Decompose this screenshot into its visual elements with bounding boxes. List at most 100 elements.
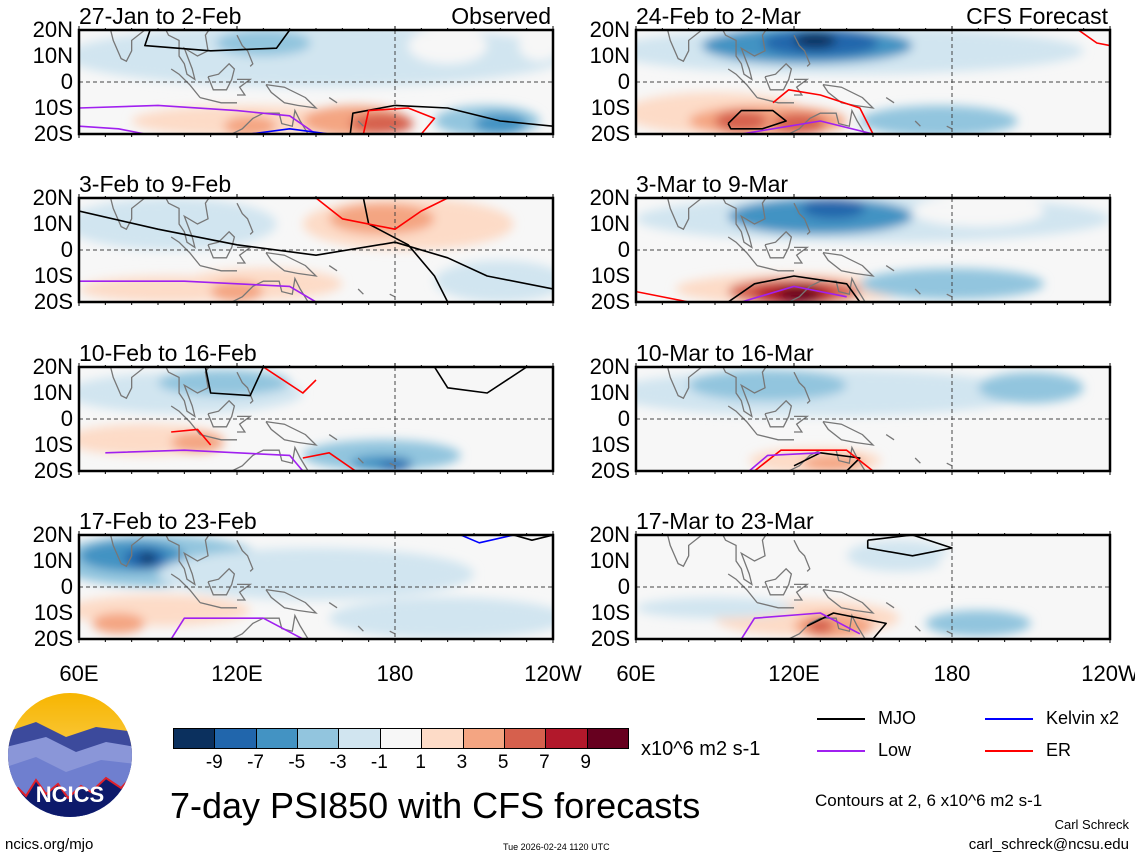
anomaly-region [772, 113, 826, 134]
coastline [207, 567, 236, 596]
coastline [946, 293, 953, 298]
coastline [946, 125, 953, 130]
coastline [199, 601, 237, 609]
lat-label: 20N [589, 17, 630, 42]
anomaly-region [79, 198, 277, 250]
coastline [885, 97, 895, 104]
legend-label-kelvin: Kelvin x2 [1046, 708, 1120, 728]
colorbar-label: 7 [539, 752, 550, 773]
coastline [236, 202, 254, 235]
coastline [727, 236, 758, 267]
coastline [666, 198, 704, 231]
lon-label-left-120e: 120E [211, 661, 263, 686]
panel-tag: Observed [451, 3, 551, 29]
lat-label: 20N [589, 185, 630, 210]
legend-line-er [985, 750, 1033, 752]
coastline [237, 415, 253, 433]
coastline [328, 97, 338, 104]
coastline [357, 625, 364, 632]
coastline [109, 30, 147, 63]
coastline [885, 265, 895, 272]
colorbar-swatch [504, 729, 547, 748]
source-url[interactable]: ncics.org/mjo [5, 836, 94, 853]
coastline [722, 30, 767, 81]
coastline [165, 367, 210, 418]
logo-text: NCICS [36, 782, 104, 807]
contour-er [171, 428, 212, 446]
coastline [946, 462, 953, 467]
contour-mjo [727, 109, 787, 130]
contour-er [362, 107, 436, 134]
lat-label: 0 [60, 406, 73, 431]
contour-mjo [433, 367, 528, 394]
anomaly-region [139, 553, 156, 564]
anomaly-region [801, 198, 866, 219]
map-panel [634, 194, 1112, 306]
lon-label-left-60e: 60E [59, 661, 99, 686]
coastline [265, 251, 318, 277]
coastline [230, 445, 309, 471]
lat-label: 0 [617, 574, 630, 599]
lat-label: 10N [32, 43, 73, 68]
coastline [756, 96, 794, 104]
coastline [357, 120, 364, 127]
coastline [885, 434, 895, 441]
coastline [109, 535, 147, 568]
colorbar-swatch [422, 729, 464, 748]
coastline [199, 433, 237, 441]
map-panel [77, 363, 555, 475]
coastline [722, 535, 767, 586]
coastline [727, 405, 758, 436]
coastline [794, 78, 810, 96]
coastline [756, 433, 794, 441]
contour-mjo [349, 104, 553, 134]
map-panel [77, 26, 555, 138]
coastline [885, 602, 895, 609]
coastline [199, 96, 237, 104]
coastline [265, 420, 318, 446]
legend-label-mjo: MJO [878, 708, 916, 728]
coastline [170, 236, 201, 267]
anomaly-region [158, 548, 474, 600]
lat-label: 10N [32, 548, 73, 573]
lat-label: 10S [590, 432, 630, 457]
anomaly-region [1044, 102, 1110, 134]
lat-label: 0 [60, 574, 73, 599]
contour-mjo [204, 367, 265, 397]
lat-label: 10N [589, 211, 630, 236]
coastline [756, 264, 794, 272]
author: Carl Schreck [1054, 817, 1129, 832]
coastline [914, 625, 921, 632]
coastline [328, 434, 338, 441]
lat-label: 20S [33, 121, 73, 146]
coastline [822, 251, 875, 277]
lat-label: 10N [32, 380, 73, 405]
lat-label: 0 [60, 69, 73, 94]
anomaly-region [302, 439, 461, 471]
coastline [666, 367, 704, 400]
lat-label: 20N [32, 17, 73, 42]
colorbar-label: -9 [205, 752, 223, 773]
anomaly-region [636, 597, 794, 619]
coastline [230, 613, 309, 639]
coastline [914, 457, 921, 464]
coastline [237, 78, 253, 96]
map-panel [634, 26, 1112, 138]
contour-low [170, 617, 304, 639]
coastline [389, 630, 396, 635]
coastline [230, 108, 309, 134]
lat-label: 10S [33, 432, 73, 457]
lat-label: 20N [589, 354, 630, 379]
panel-title: 3-Mar to 9-Mar [636, 171, 789, 197]
lat-label: 20S [33, 626, 73, 651]
colorbar-swatch [339, 729, 381, 748]
lat-label: 20S [590, 626, 630, 651]
coastline [914, 288, 921, 295]
lat-label: 20N [32, 522, 73, 547]
contour-mjo [793, 452, 861, 471]
anomaly-region [859, 105, 1018, 134]
coastline [389, 125, 396, 130]
anomaly-region [158, 369, 290, 396]
contour-mjo [362, 198, 449, 302]
contour-low [79, 280, 317, 302]
